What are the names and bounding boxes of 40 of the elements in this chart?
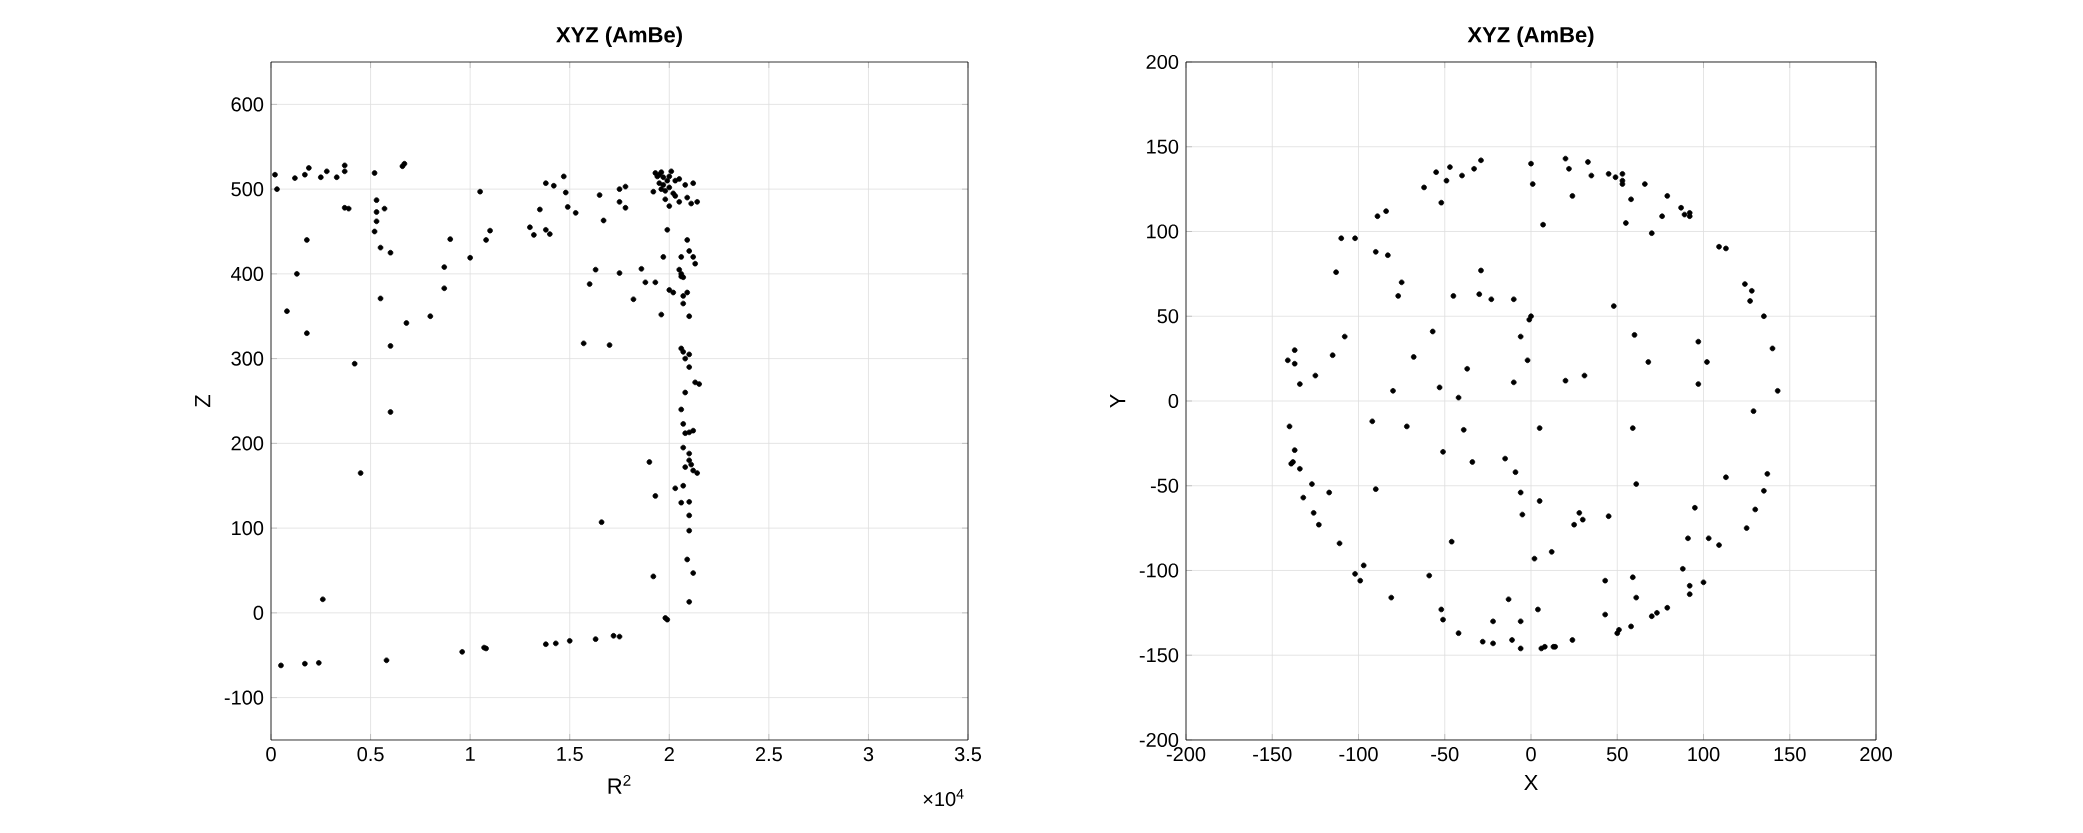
- x-tick-label: 200: [1860, 747, 1892, 762]
- x-axis-title: X: [1524, 774, 1538, 791]
- x-tick-label: 0.5: [357, 747, 384, 762]
- y-tick-label: -100: [224, 690, 264, 705]
- x-tick-label: 100: [1688, 747, 1720, 762]
- y-tick-label: 400: [231, 266, 264, 281]
- chart-title: XYZ (AmBe): [1467, 26, 1594, 47]
- y-tick-label: 300: [231, 351, 264, 366]
- x-tick-label: 2.5: [755, 747, 782, 762]
- y-tick-label: 500: [231, 182, 264, 197]
- y-tick-label: -150: [1139, 648, 1179, 663]
- y-tick-label: 50: [1157, 309, 1179, 324]
- y-tick-label: 0: [253, 605, 264, 620]
- x-tick-label: 0: [1526, 747, 1536, 762]
- y-tick-label: -50: [1150, 478, 1179, 493]
- y-tick-label: 100: [1147, 224, 1179, 239]
- x-tick-label: 2: [664, 747, 674, 762]
- x-tick-label: -150: [1253, 747, 1292, 762]
- x-tick-label: 3: [863, 747, 874, 762]
- x-tick-label: 0: [266, 747, 276, 762]
- chart-title: XYZ (AmBe): [556, 26, 682, 47]
- x-tick-label: 3.5: [954, 747, 982, 762]
- x-tick-label: 1.5: [557, 747, 583, 761]
- y-tick-label: 150: [1147, 139, 1179, 154]
- y-tick-label: -100: [1139, 563, 1179, 578]
- x-tick-label: -50: [1431, 747, 1459, 762]
- x-tick-label: 1: [466, 747, 475, 761]
- y-tick-label: 200: [1146, 54, 1179, 70]
- y-tick-label: 600: [231, 97, 264, 112]
- x-tick-label: 150: [1774, 747, 1806, 762]
- x-tick-label: -100: [1339, 747, 1378, 762]
- x-axis-title: R$^{2}$: [608, 774, 631, 794]
- text: ×10$^{4}$: [923, 789, 964, 807]
- y-tick-label: -200: [1139, 732, 1179, 748]
- y-tick-label: 200: [231, 436, 264, 451]
- y-tick-label: 100: [232, 521, 264, 536]
- y-axis-title: Z: [195, 394, 211, 408]
- y-axis-title: Y: [1110, 394, 1126, 408]
- y-tick-label: 0: [1168, 393, 1179, 409]
- x-tick-label: 50: [1606, 747, 1628, 762]
